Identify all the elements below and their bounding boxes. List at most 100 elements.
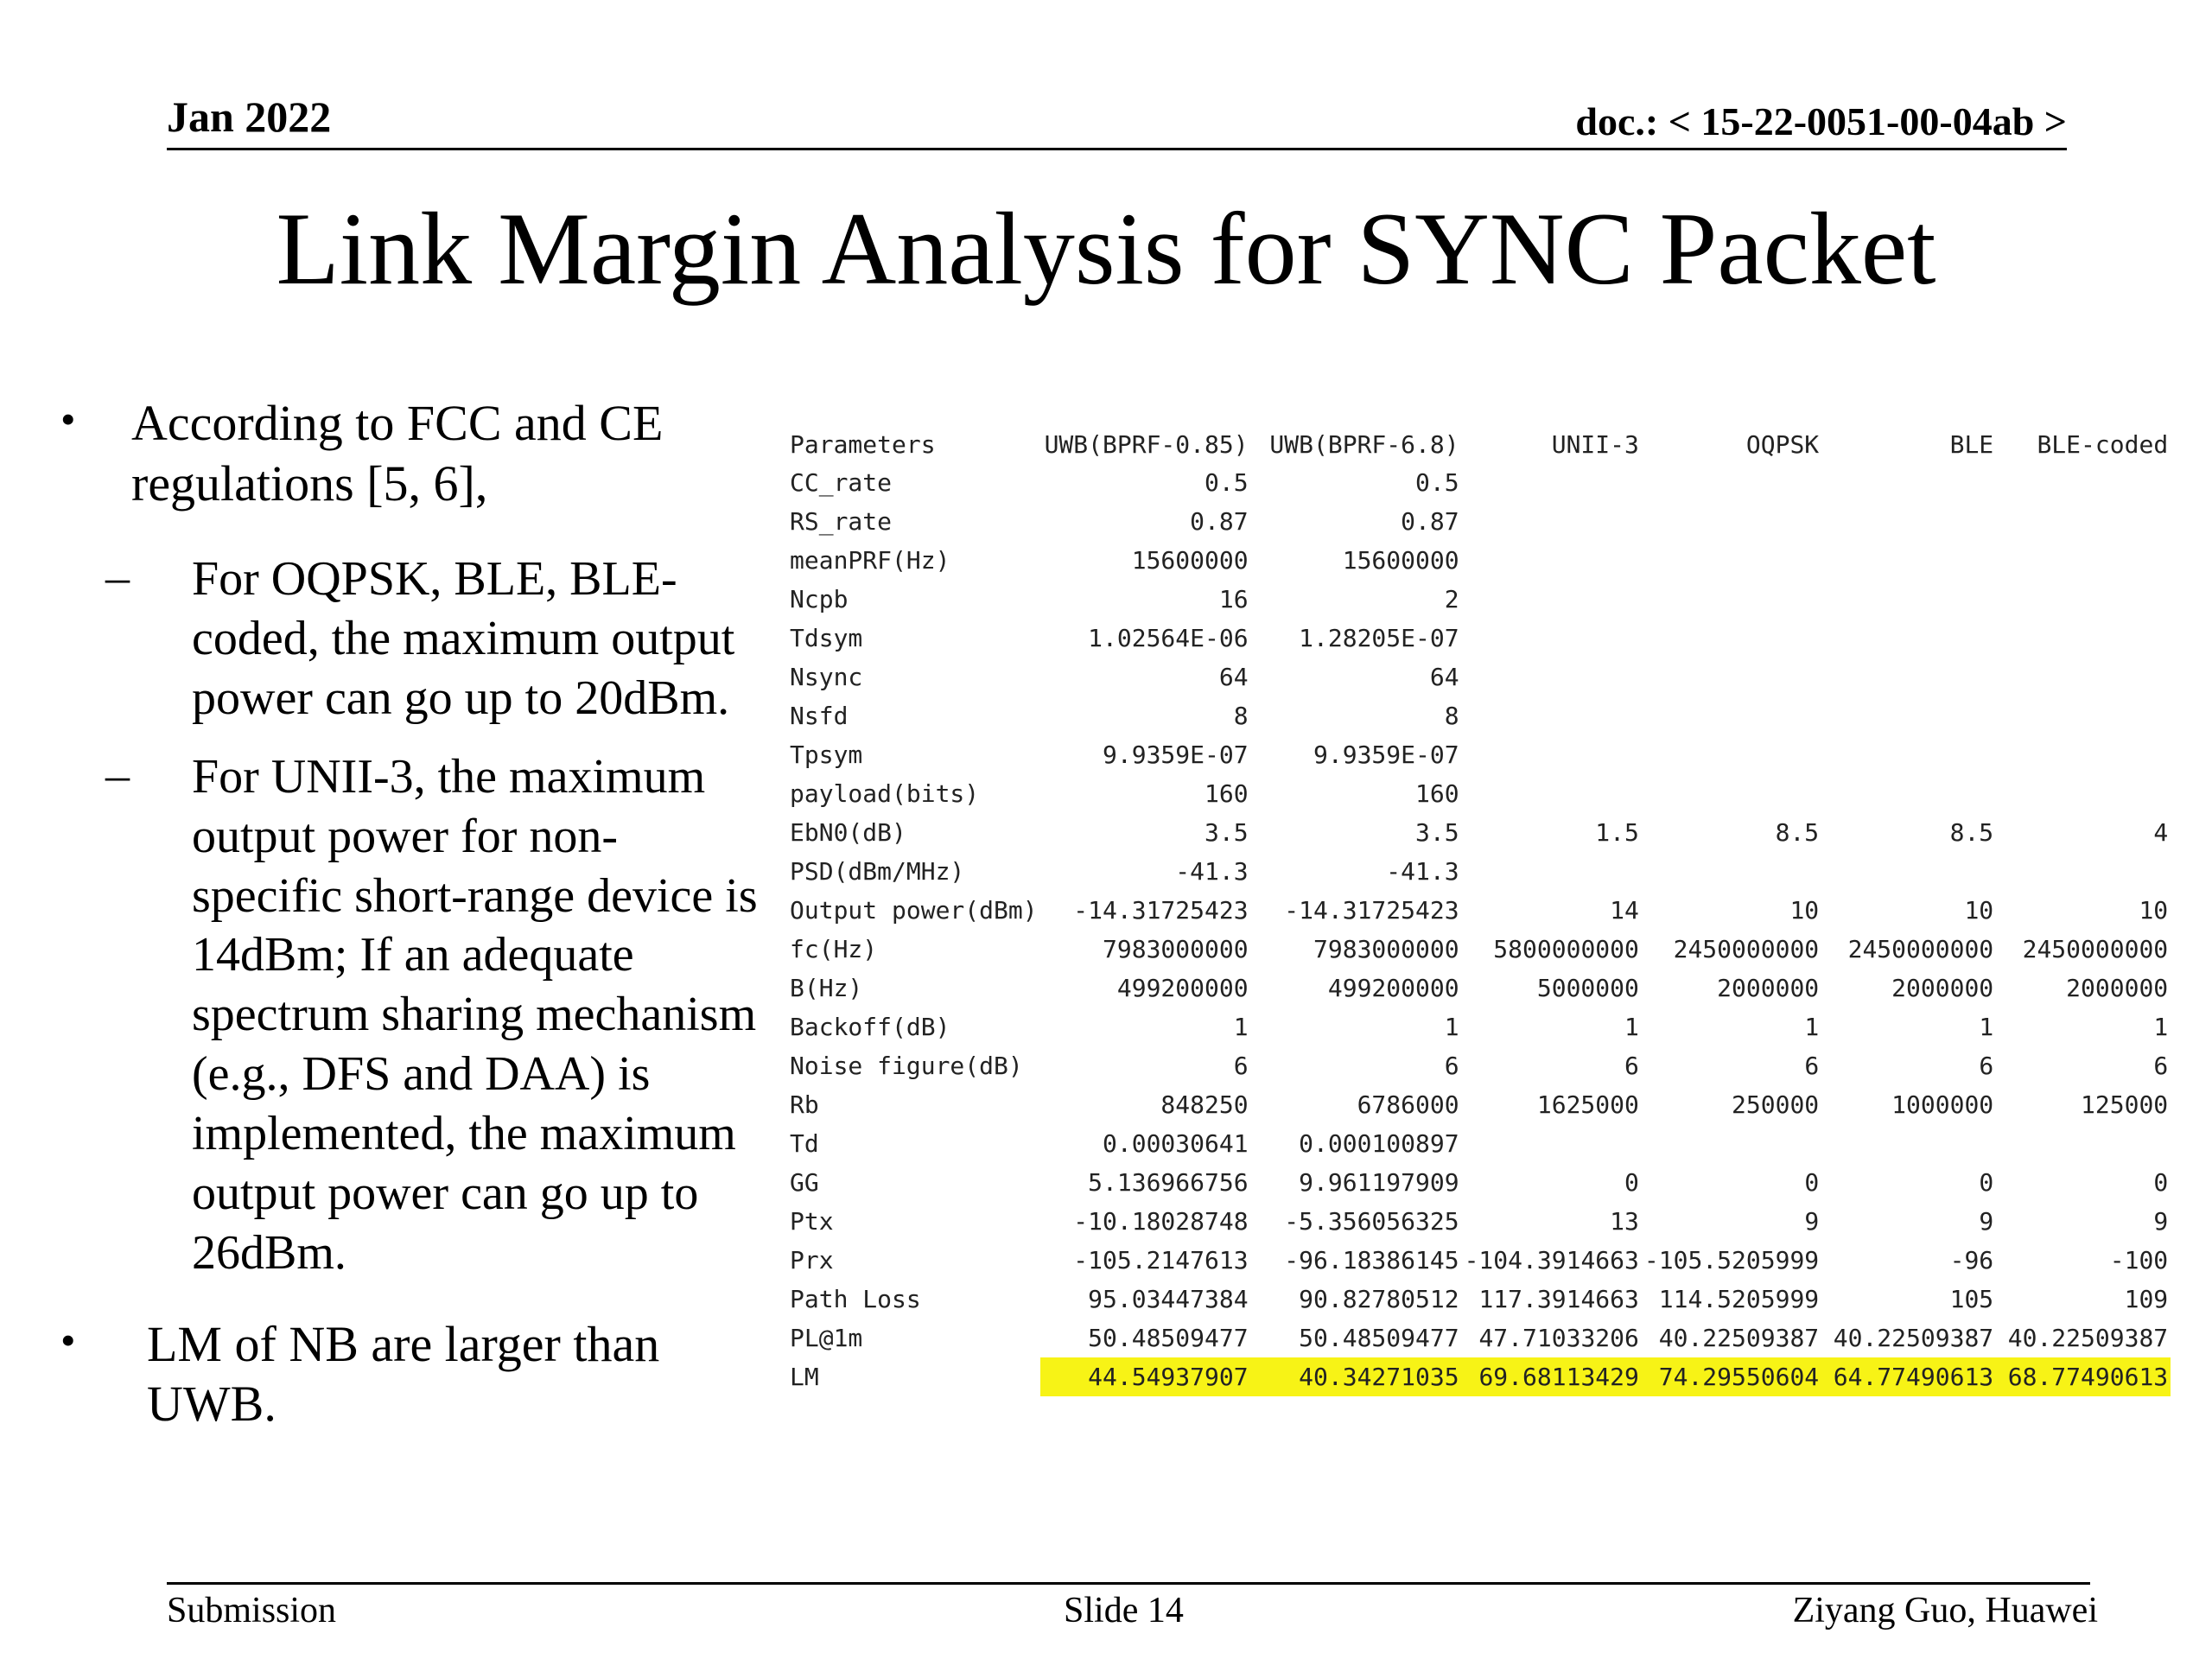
sub-bullet-text: For OQPSK, BLE, BLE-coded, the maximum o…: [192, 552, 735, 725]
row-label: EbN0(dB): [790, 818, 906, 847]
table-cell: 15600000: [1131, 546, 1249, 575]
table-cell: 64.77490613: [1821, 1357, 1997, 1396]
table-cell: [1462, 463, 1642, 502]
table-cell: 2000000: [1717, 974, 1820, 1002]
table-cell: [1642, 696, 1821, 735]
table-cell: [1462, 774, 1642, 813]
bullet-mark: •: [60, 395, 76, 443]
table-cell: 1: [1233, 1013, 1249, 1041]
table-cell: [1642, 541, 1821, 580]
table-row: fc(Hz) 7983000000 7983000000 5800000000 2450…: [788, 930, 2171, 969]
table-cell: 47.71033206: [1478, 1324, 1639, 1352]
table-cell: [1642, 463, 1821, 502]
table-row: Ncpb 16 2: [788, 580, 2171, 619]
bullet-text: According to FCC and CE regulations [5, …: [131, 395, 664, 512]
footer-slide-number: Slide 14: [1064, 1591, 1184, 1630]
row-label: Noise figure(dB): [790, 1052, 1023, 1080]
table-cell: [1642, 502, 1821, 541]
table-cell: [1642, 852, 1821, 891]
row-label: Td: [790, 1129, 819, 1158]
bullet-item: • LM of NB are larger than UWB.: [52, 1314, 760, 1434]
table-cell: [1462, 852, 1642, 891]
footer-author: Ziyang Guo, Huawei: [1792, 1591, 2098, 1630]
table-cell: 40.22509387: [1833, 1324, 1994, 1352]
table-cell: 0: [1624, 1168, 1639, 1197]
table-cell: 10: [1964, 896, 1994, 925]
table-cell: -5.356056325: [1284, 1207, 1459, 1236]
table-cell: 3.5: [1415, 818, 1459, 847]
row-label: Ncpb: [790, 585, 849, 613]
table-cell: 0.000100897: [1299, 1129, 1459, 1158]
table-cell: 14: [1610, 896, 1639, 925]
table-cell: [1996, 619, 2171, 658]
table-cell: 250000: [1732, 1090, 1820, 1119]
table-cell: 64: [1218, 663, 1249, 691]
table-cell: [1996, 463, 2171, 502]
table-cell: 9: [1804, 1207, 1820, 1236]
table-cell: [1462, 735, 1642, 774]
table-cell: [1996, 696, 2171, 735]
table-cell: [1821, 1124, 1996, 1163]
table-cell: 0.5: [1415, 468, 1459, 497]
table-row: CC_rate 0.5 0.5: [788, 463, 2171, 502]
table-cell: 74.29550604: [1641, 1357, 1822, 1396]
table-cell: [1821, 619, 1996, 658]
table-cell: [1821, 658, 1996, 696]
table-cell: 1: [2153, 1013, 2169, 1041]
table-cell: [1642, 1124, 1821, 1163]
table-cell: [1462, 502, 1642, 541]
table-row: Output power(dBm) -14.31725423 -14.3172542…: [788, 891, 2171, 930]
table-cell: 5800000000: [1493, 935, 1639, 963]
footer-submission: Submission: [167, 1591, 337, 1630]
table-cell: 4: [2153, 818, 2169, 847]
table-cell: 114.5205999: [1658, 1285, 1820, 1313]
table-row: Noise figure(dB) 6 6 6 6 6 6: [788, 1046, 2171, 1085]
table-cell: 9: [2153, 1207, 2169, 1236]
header-divider: [167, 148, 2067, 150]
table-cell: 0.5: [1205, 468, 1249, 497]
table-row: LM 44.54937907 40.34271035 69.68113429 74.29…: [788, 1357, 2171, 1396]
table-cell: 0.87: [1190, 507, 1249, 536]
table-cell: 6: [1444, 1052, 1459, 1080]
table-cell: 2: [1444, 585, 1459, 613]
table-cell: [1821, 852, 1996, 891]
table-cell: -105.5205999: [1643, 1246, 1820, 1274]
table-cell: 50.48509477: [1299, 1324, 1459, 1352]
table-cell: 1: [1444, 1013, 1459, 1041]
table-cell: 9.961197909: [1299, 1168, 1459, 1197]
table-cell: 6: [1233, 1052, 1249, 1080]
table-cell: -104.3914663: [1464, 1246, 1639, 1274]
table-row: Prx -105.2147613 -96.18386145 -104.3914663-…: [788, 1241, 2171, 1280]
table-cell: 6: [1624, 1052, 1639, 1080]
table-cell: 50.48509477: [1088, 1324, 1249, 1352]
table-cell: 7983000000: [1103, 935, 1249, 963]
table-row: Tdsym 1.02564E-06 1.28205E-07: [788, 619, 2171, 658]
table-cell: 40.22509387: [1658, 1324, 1820, 1352]
table-cell: 1.5: [1595, 818, 1639, 847]
table-cell: 8: [1233, 702, 1249, 730]
table-cell: 40.34271035: [1250, 1357, 1462, 1396]
table-cell: 10: [1789, 896, 1820, 925]
table-cell: 1625000: [1536, 1090, 1639, 1119]
table-cell: 0: [2153, 1168, 2169, 1197]
table-cell: [1642, 658, 1821, 696]
row-label: CC_rate: [790, 468, 893, 497]
column-header-ble: BLE: [1949, 429, 1994, 459]
table-cell: 2450000000: [1673, 935, 1820, 963]
table-cell: 6: [1979, 1052, 1994, 1080]
table-row: PL@1m 50.48509477 50.48509477 47.71033206 40…: [788, 1319, 2171, 1357]
row-label: PL@1m: [790, 1324, 863, 1352]
table-cell: 90.82780512: [1299, 1285, 1459, 1313]
table-cell: 2000000: [2066, 974, 2169, 1002]
table-cell: 13: [1610, 1207, 1639, 1236]
row-label: Tpsym: [790, 741, 863, 769]
table-row: PSD(dBm/MHz) -41.3 -41.3: [788, 852, 2171, 891]
table-cell: 68.77490613: [1996, 1357, 2171, 1396]
table-cell: 0: [1804, 1168, 1820, 1197]
table-cell: [1996, 658, 2171, 696]
table-cell: 1.28205E-07: [1299, 624, 1459, 652]
table-cell: [1996, 580, 2171, 619]
header-date: Jan 2022: [167, 92, 332, 141]
table-cell: -14.31725423: [1073, 896, 1249, 925]
bullet-text: LM of NB are larger than UWB.: [147, 1315, 660, 1433]
